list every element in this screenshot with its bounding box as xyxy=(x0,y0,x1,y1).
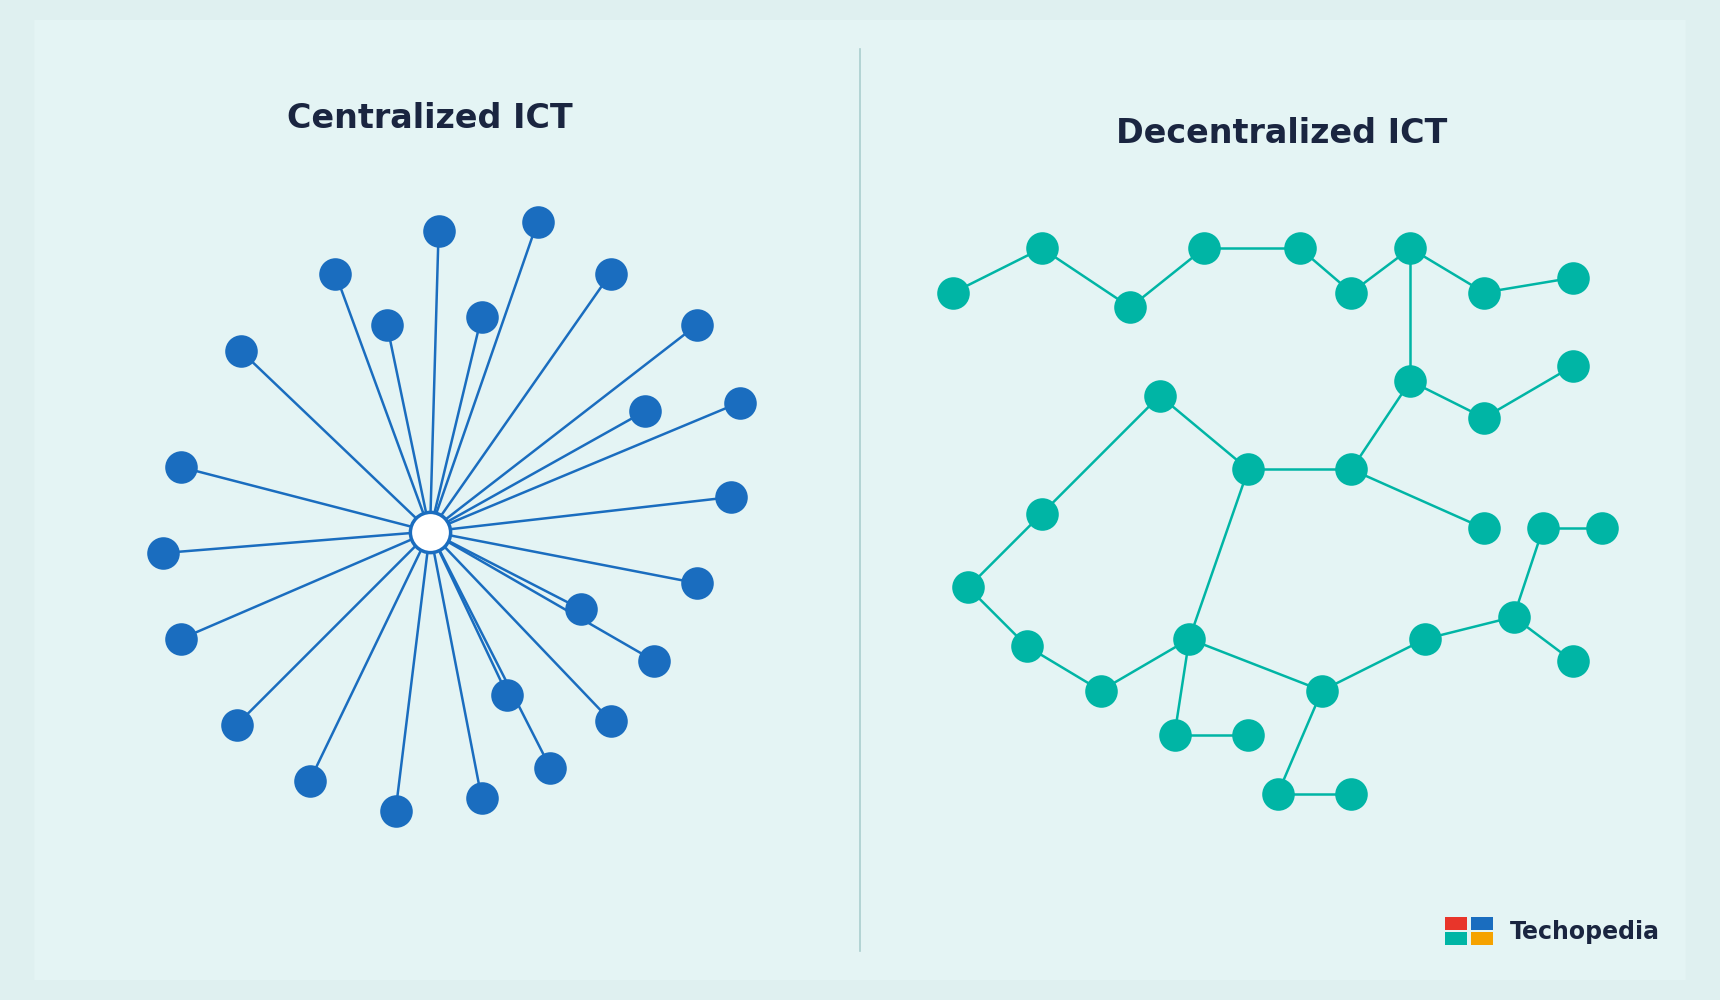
Point xyxy=(1471,410,1498,426)
Point xyxy=(1397,240,1424,256)
Point xyxy=(1471,285,1498,301)
Point xyxy=(1412,631,1440,647)
Point xyxy=(468,790,495,806)
Point xyxy=(640,653,667,669)
Point xyxy=(1175,631,1202,647)
Point xyxy=(227,343,255,359)
Point xyxy=(523,214,550,230)
Point xyxy=(425,223,452,239)
Point xyxy=(224,717,251,733)
Title: Decentralized ICT: Decentralized ICT xyxy=(1116,117,1447,150)
Point xyxy=(1161,727,1189,743)
Point xyxy=(1087,683,1115,699)
Point xyxy=(1235,727,1262,743)
Point xyxy=(167,459,194,475)
Point xyxy=(1146,388,1173,404)
Point xyxy=(1190,240,1218,256)
Point xyxy=(683,317,710,333)
Point xyxy=(1029,240,1056,256)
Point xyxy=(683,575,710,591)
Point xyxy=(537,760,564,776)
Point xyxy=(382,803,409,819)
Point xyxy=(717,489,745,505)
Point xyxy=(468,309,495,325)
Point xyxy=(726,395,753,411)
Point xyxy=(296,773,323,789)
Point xyxy=(1013,638,1041,654)
Point xyxy=(322,266,349,282)
Point xyxy=(1558,653,1586,669)
FancyBboxPatch shape xyxy=(34,20,1686,980)
Point xyxy=(631,403,659,419)
Point xyxy=(939,285,967,301)
Point xyxy=(1338,285,1366,301)
Point xyxy=(597,266,624,282)
Point xyxy=(1588,520,1615,536)
Title: Centralized ICT: Centralized ICT xyxy=(287,102,573,135)
Point xyxy=(597,713,624,729)
Point xyxy=(568,601,595,617)
Text: Techopedia: Techopedia xyxy=(1510,920,1660,944)
Point xyxy=(1287,240,1314,256)
Point xyxy=(1309,683,1336,699)
Point xyxy=(416,524,444,540)
Point xyxy=(150,545,177,561)
Point xyxy=(1529,520,1557,536)
Point xyxy=(1471,520,1498,536)
Point xyxy=(494,687,521,703)
Point xyxy=(1500,609,1527,625)
Point xyxy=(1558,358,1586,374)
Point xyxy=(1338,786,1366,802)
Point xyxy=(167,631,194,647)
Point xyxy=(1264,786,1292,802)
Point xyxy=(1558,270,1586,286)
Point xyxy=(1116,299,1144,315)
Point xyxy=(955,579,982,595)
Point xyxy=(1397,373,1424,389)
Point xyxy=(373,317,401,333)
Point xyxy=(1029,506,1056,522)
Point xyxy=(1235,461,1262,477)
Point xyxy=(1338,461,1366,477)
